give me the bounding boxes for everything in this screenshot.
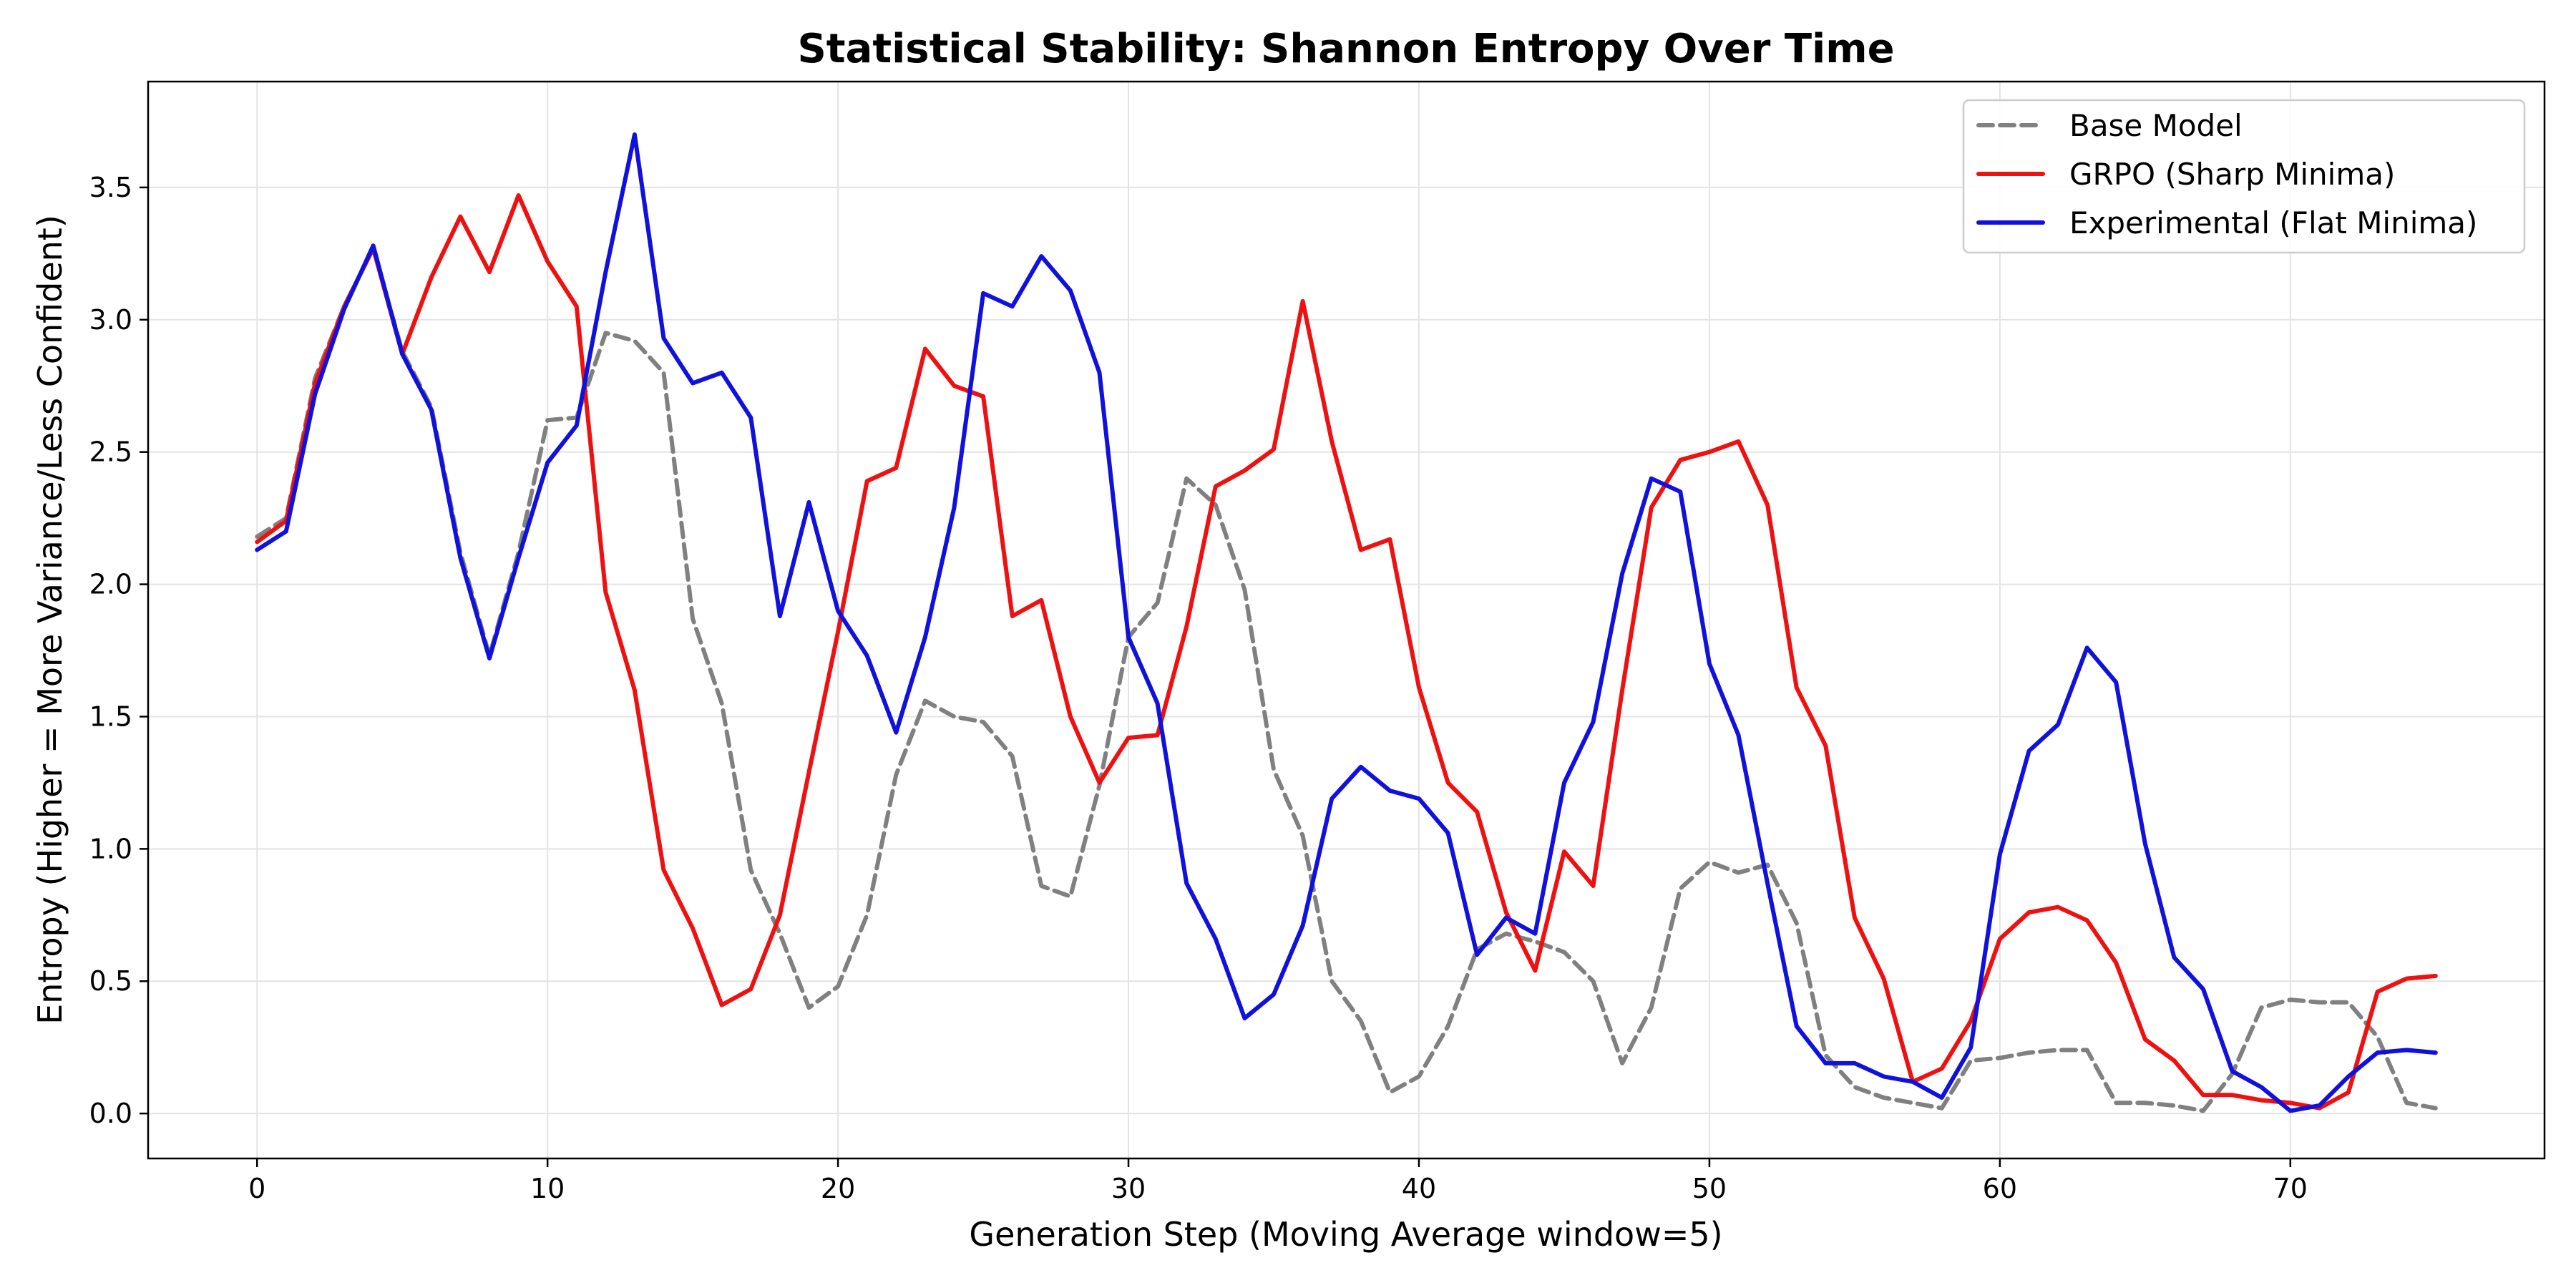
- y-tick-label: 2.0: [89, 569, 132, 600]
- y-tick-label: 2.5: [89, 436, 132, 468]
- legend: Base Model GRPO (Sharp Minima) Experimenta…: [1962, 99, 2526, 254]
- y-tick-label: 0.5: [89, 965, 132, 997]
- x-tick-label: 70: [2273, 1173, 2308, 1204]
- y-tick-label: 0.0: [89, 1098, 132, 1129]
- legend-box: [1962, 99, 2526, 254]
- y-tick-label: 1.5: [89, 701, 132, 732]
- legend-label-experimental-flat-minima: Experimental (Flat Minima): [2069, 205, 2477, 240]
- y-axis-label: Entropy (Higher = More Variance/Less Con…: [31, 215, 69, 1025]
- x-tick-label: 20: [821, 1173, 855, 1204]
- plot-frame: [147, 80, 2546, 1160]
- x-tick-label: 60: [1983, 1173, 2017, 1204]
- x-tick-label: 50: [1692, 1173, 1727, 1204]
- x-tick-label: 30: [1111, 1173, 1146, 1204]
- chart-title: Statistical Stability: Shannon Entropy O…: [797, 26, 1894, 72]
- legend-label-grpo-sharp-minima: GRPO (Sharp Minima): [2069, 157, 2395, 192]
- plot-area: [255, 132, 2438, 1113]
- x-axis-label: Generation Step (Moving Average window=5…: [969, 1215, 1722, 1254]
- y-tick-label: 1.0: [89, 833, 132, 864]
- axes-ticks: 0 10 20 30 40 50 60 70 0.0 0.5 1.0 1.5 2.0 2.5 3.0 3.5: [89, 172, 2308, 1204]
- legend-label-base-model: Base Model: [2069, 108, 2243, 143]
- x-tick-label: 10: [530, 1173, 565, 1204]
- x-tick-label: 40: [1402, 1173, 1436, 1204]
- series-line-base-model: [255, 246, 2438, 1113]
- legend-items: Base Model GRPO (Sharp Minima) Experimenta…: [1976, 108, 2477, 240]
- x-tick-label: 0: [248, 1173, 265, 1204]
- y-tick-label: 3.5: [89, 172, 132, 203]
- y-tick-label: 3.0: [89, 304, 132, 336]
- series-line-grpo-sharp-minima: [255, 193, 2438, 1111]
- series-line-experimental-flat-minima: [255, 132, 2438, 1113]
